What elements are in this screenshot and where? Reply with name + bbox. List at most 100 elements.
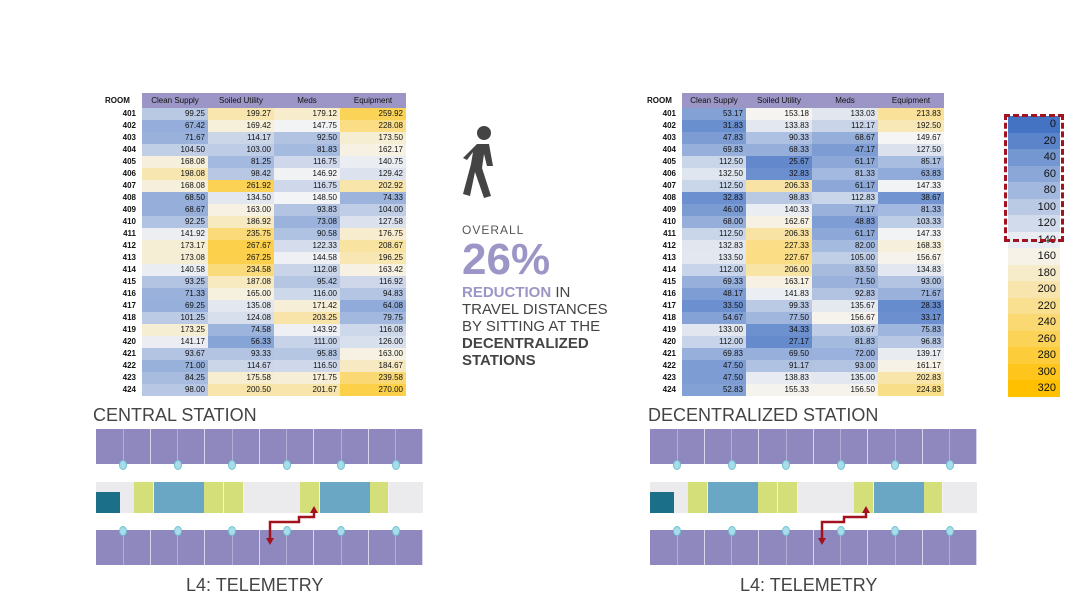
distance-cell: 208.67 xyxy=(340,240,406,252)
distance-cell: 53.17 xyxy=(682,108,746,120)
column-header: Meds xyxy=(812,93,878,108)
path-arrowhead xyxy=(310,506,318,513)
distance-cell: 135.08 xyxy=(208,300,274,312)
distance-cell: 38.67 xyxy=(878,192,944,204)
door-marker xyxy=(836,526,845,536)
legend-step: 80 xyxy=(1008,182,1060,199)
distance-cell: 71.67 xyxy=(142,132,208,144)
distance-cell: 98.00 xyxy=(142,384,208,396)
distance-cell: 116.92 xyxy=(340,276,406,288)
distance-cell: 33.17 xyxy=(878,312,944,324)
distance-cell: 116.50 xyxy=(274,360,340,372)
travel-path xyxy=(266,506,318,545)
station-block xyxy=(154,482,204,513)
door-marker xyxy=(727,460,736,470)
door-marker xyxy=(173,526,182,536)
distance-cell: 31.83 xyxy=(682,120,746,132)
distance-cell: 98.42 xyxy=(208,168,274,180)
distance-cell: 81.33 xyxy=(878,204,944,216)
distance-cell: 64.08 xyxy=(340,300,406,312)
table-row: 413 133.50 227.67 105.00 156.67 xyxy=(646,252,944,264)
distance-cell: 173.17 xyxy=(142,240,208,252)
column-header: Clean Supply xyxy=(142,93,208,108)
distance-cell: 186.92 xyxy=(208,216,274,228)
distance-cell: 69.33 xyxy=(682,276,746,288)
room-number: 420 xyxy=(122,337,136,346)
decentralized-station-title: DECENTRALIZED STATION xyxy=(648,405,879,425)
summary-line-1: REDUCTION IN xyxy=(462,284,570,301)
distance-cell: 61.17 xyxy=(812,156,878,168)
distance-cell: 112.00 xyxy=(682,336,746,348)
distance-cell: 141.83 xyxy=(746,288,812,300)
distance-cell: 124.08 xyxy=(208,312,274,324)
table-row: 405 112.50 25.67 61.17 85.17 xyxy=(646,156,944,168)
legend-step: 240 xyxy=(1008,314,1060,331)
distance-cell: 71.33 xyxy=(142,288,208,300)
table-row: 402 67.42 169.42 147.75 228.08 xyxy=(104,120,406,132)
distance-cell: 143.92 xyxy=(274,324,340,336)
room-number: 423 xyxy=(122,373,136,382)
top-room-row xyxy=(96,429,423,464)
legend-step: 260 xyxy=(1008,330,1060,347)
door-marker xyxy=(945,526,954,536)
distance-cell: 156.67 xyxy=(812,312,878,324)
distance-cell: 267.25 xyxy=(208,252,274,264)
distance-cell: 77.50 xyxy=(746,312,812,324)
distance-cell: 92.25 xyxy=(142,216,208,228)
central-station-title: CENTRAL STATION xyxy=(93,405,257,425)
distance-cell: 227.67 xyxy=(746,252,812,264)
distance-cell: 73.08 xyxy=(274,216,340,228)
station-block xyxy=(874,482,924,513)
distance-cell: 138.83 xyxy=(746,372,812,384)
table-row: 415 93.25 187.08 95.42 116.92 xyxy=(104,276,406,288)
distance-cell: 67.42 xyxy=(142,120,208,132)
distance-cell: 48.83 xyxy=(812,216,878,228)
legend-step: 20 xyxy=(1008,132,1060,149)
table-row: 422 71.00 114.67 116.50 184.67 xyxy=(104,360,406,372)
room-number: 417 xyxy=(662,301,676,310)
distance-cell: 112.08 xyxy=(274,264,340,276)
distance-cell: 135.00 xyxy=(812,372,878,384)
distance-cell: 54.67 xyxy=(682,312,746,324)
door-marker xyxy=(782,460,791,470)
room-number: 424 xyxy=(122,385,136,394)
distance-cell: 47.50 xyxy=(682,372,746,384)
table-row: 416 48.17 141.83 92.83 71.67 xyxy=(646,288,944,300)
distance-cell: 93.67 xyxy=(142,348,208,360)
room-number: 423 xyxy=(662,373,676,382)
distance-cell: 148.50 xyxy=(274,192,340,204)
door-marker xyxy=(119,460,128,470)
room-number: 412 xyxy=(122,241,136,250)
distance-cell: 147.75 xyxy=(274,120,340,132)
distance-cell: 93.83 xyxy=(274,204,340,216)
distance-cell: 153.18 xyxy=(746,108,812,120)
bottom-room-row xyxy=(96,530,423,565)
distance-cell: 104.50 xyxy=(142,144,208,156)
distance-cell: 85.17 xyxy=(878,156,944,168)
decentralized-floor-plan xyxy=(650,429,977,566)
patient-room xyxy=(150,429,205,464)
table-row: 407 168.08 261.92 116.75 202.92 xyxy=(104,180,406,192)
room-number: 424 xyxy=(662,385,676,394)
room-number: 415 xyxy=(122,277,136,286)
distance-cell: 61.17 xyxy=(812,228,878,240)
distance-cell: 202.92 xyxy=(340,180,406,192)
room-number: 422 xyxy=(122,361,136,370)
distance-cell: 47.83 xyxy=(682,132,746,144)
distance-cell: 93.00 xyxy=(878,276,944,288)
column-header: Equipment xyxy=(340,93,406,108)
room-number: 422 xyxy=(662,361,676,370)
table-row: 403 47.83 90.33 68.67 149.67 xyxy=(646,132,944,144)
distance-cell: 165.00 xyxy=(208,288,274,300)
table-row: 412 132.83 227.33 82.00 168.33 xyxy=(646,240,944,252)
distance-cell: 132.83 xyxy=(682,240,746,252)
legend-step: 40 xyxy=(1008,149,1060,166)
room-number: 405 xyxy=(662,157,676,166)
distance-cell: 116.08 xyxy=(340,324,406,336)
distance-cell: 168.33 xyxy=(878,240,944,252)
legend-step: 220 xyxy=(1008,297,1060,314)
distance-cell: 27.17 xyxy=(746,336,812,348)
distance-cell: 93.25 xyxy=(142,276,208,288)
summary-line-3: BY SITTING AT THE xyxy=(462,318,601,335)
table-row: 406 198.08 98.42 146.92 129.42 xyxy=(104,168,406,180)
